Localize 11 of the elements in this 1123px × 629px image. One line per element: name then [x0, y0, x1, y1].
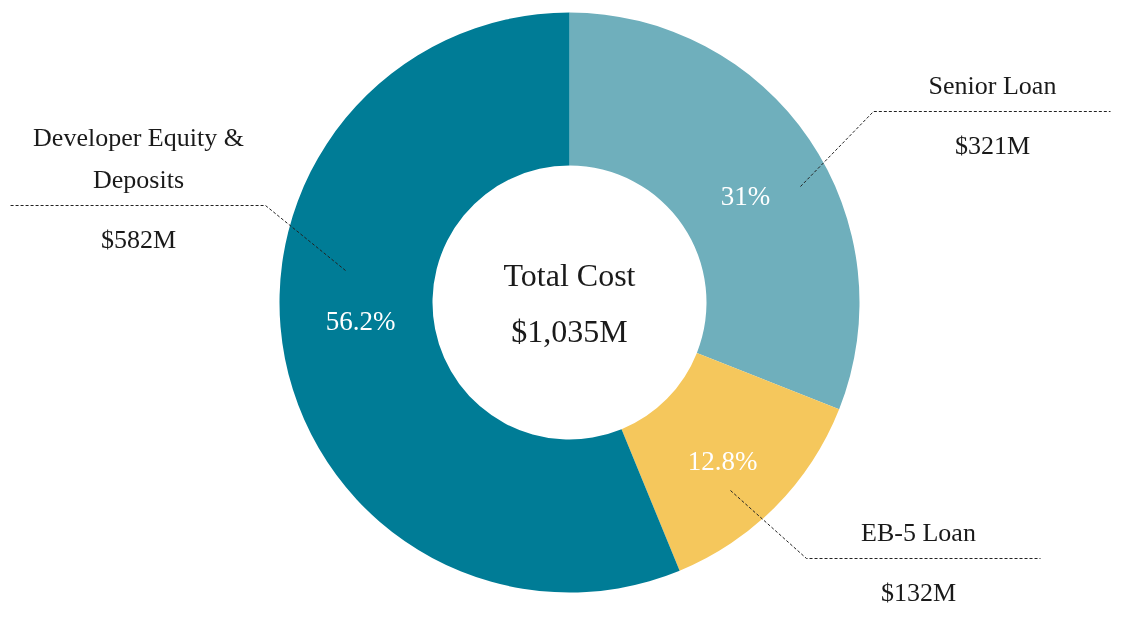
slice-label: Developer Equity & Deposits: [33, 123, 244, 194]
text: Total Cost: [503, 256, 636, 293]
text: $582M: [100, 225, 177, 254]
data-label: 12.8%: [687, 445, 758, 476]
data-label: 56.2%: [325, 305, 396, 336]
text: $321M: [954, 131, 1031, 160]
text: $1,035M: [511, 312, 628, 349]
slice-label: EB-5 Loan: [861, 518, 976, 547]
text: $132M: [880, 578, 957, 607]
data-label: 31%: [720, 180, 771, 211]
slice-label: Senior Loan: [928, 71, 1057, 100]
